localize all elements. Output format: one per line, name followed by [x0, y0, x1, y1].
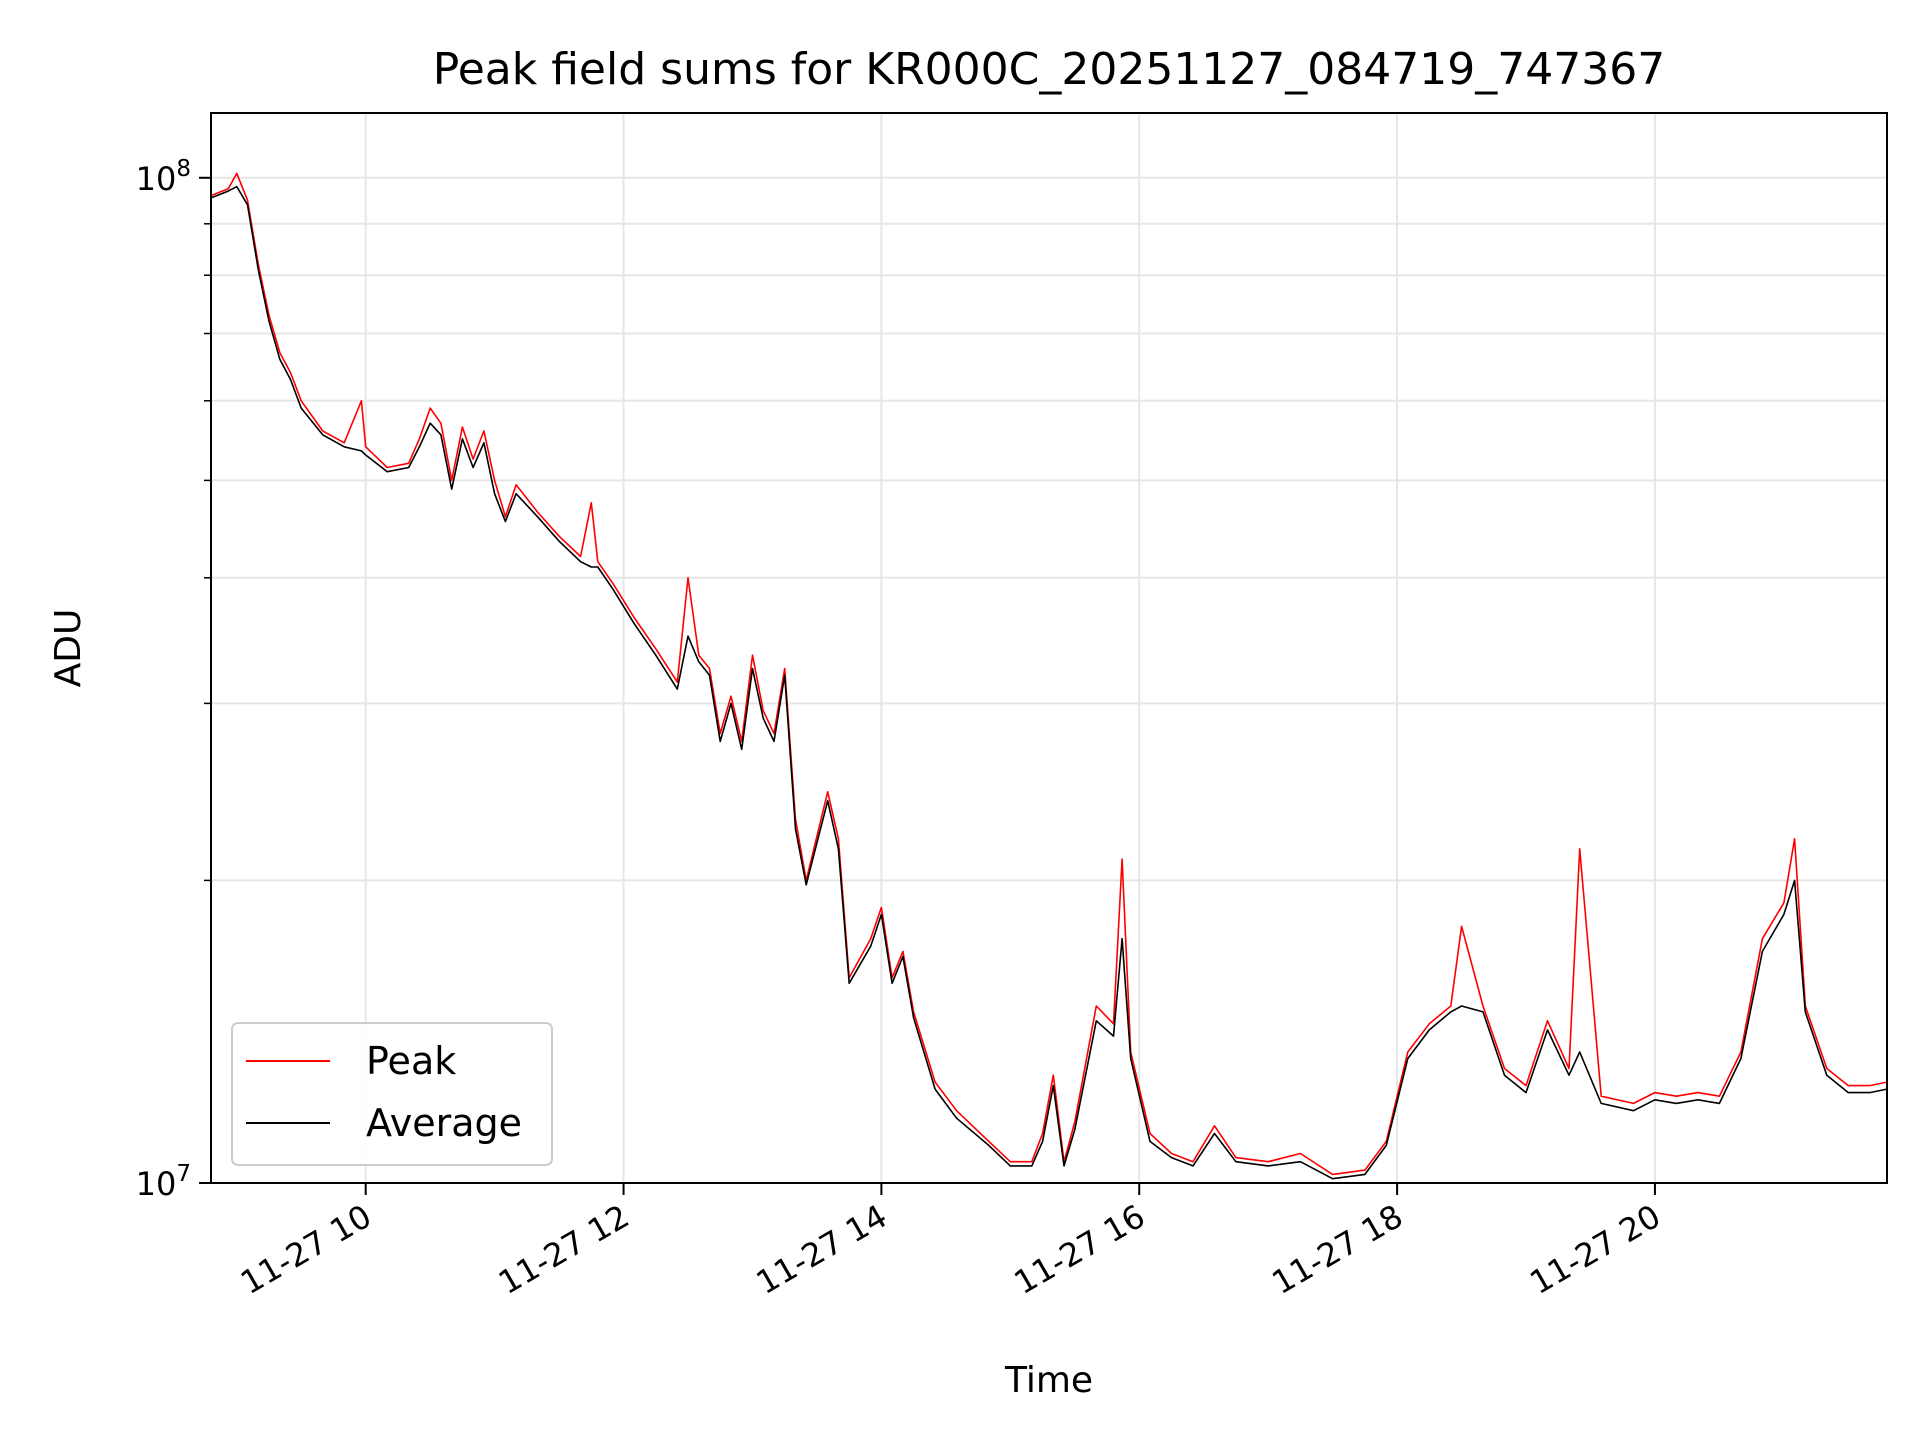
x-axis-label: Time: [1004, 1360, 1093, 1401]
plot-lines: [211, 172, 1887, 1180]
axes-frame: [210, 112, 1888, 1184]
chart-title: Peak field sums for KR000C_20251127_0847…: [433, 44, 1665, 95]
series-line-average: [211, 185, 1887, 1180]
series-line-peak: [211, 172, 1887, 1176]
y-axis-label: ADU: [48, 609, 89, 688]
legend: Peak Average: [231, 1022, 553, 1166]
legend-label-peak: Peak: [366, 1039, 456, 1083]
y-tick-label: 107: [136, 1161, 191, 1203]
y-tick-label: 108: [136, 156, 191, 198]
legend-box: [231, 1022, 553, 1166]
legend-label-average: Average: [366, 1101, 522, 1145]
